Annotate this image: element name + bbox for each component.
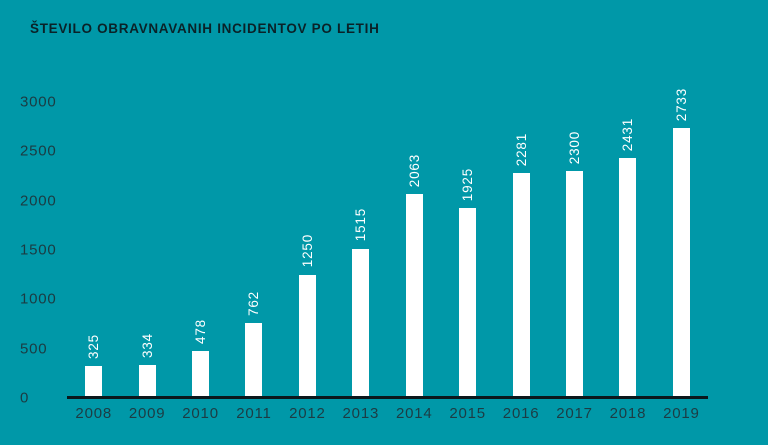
bar (352, 248, 370, 398)
x-axis-tick-label: 2014 (395, 405, 433, 422)
y-axis-tick-label: 2000 (20, 192, 57, 210)
bar (459, 208, 477, 398)
bar-group-2016: 2281 (494, 0, 547, 398)
bar (405, 194, 423, 398)
x-axis-tick-label: 2010 (182, 405, 219, 422)
y-axis-tick-label: 500 (20, 340, 48, 358)
bar (672, 128, 690, 398)
x-axis-tick-label: 2013 (342, 405, 380, 422)
bar (512, 172, 530, 398)
bar-group-2012: 1250 (281, 0, 334, 398)
chart-title: ŠTEVILO OBRAVNAVANIH INCIDENTOV PO LETIH (30, 21, 380, 36)
bar-group-2010: 478 (174, 0, 227, 398)
bar-value-label: 1515 (353, 208, 369, 242)
bar-group-2018: 2431 (601, 0, 654, 398)
bar-value-label: 334 (139, 333, 155, 359)
y-axis-tick-label: 1500 (20, 241, 57, 259)
bar-group-2019: 2733 (655, 0, 708, 398)
y-axis-tick-label: 0 (20, 389, 30, 407)
bar-value-label: 762 (246, 290, 262, 316)
bar (245, 322, 263, 398)
bar-plot-area: 325 334 478 762 1250 1515 2063 1925 2281 2300 2431… (67, 0, 708, 398)
bar-group-2011: 762 (227, 0, 280, 398)
bar-value-label: 2281 (513, 132, 529, 166)
bar-value-label: 2431 (620, 117, 636, 152)
y-axis-tick-label: 2500 (20, 142, 57, 160)
bar (192, 350, 210, 398)
x-axis-tick-label: 2018 (609, 405, 647, 422)
bar-value-label: 478 (193, 318, 209, 344)
bar-group-2013: 1515 (334, 0, 387, 398)
y-axis-tick-label: 3000 (20, 93, 57, 111)
x-axis-labels: 2008 2009 2010 2011 2012 2013 2014 2015 2016 2017… (67, 405, 708, 422)
bar (298, 274, 316, 398)
bar-group-2008: 325 (67, 0, 120, 398)
bar (138, 365, 156, 398)
bar-value-label: 325 (86, 334, 102, 359)
bar (619, 158, 637, 398)
x-axis-line (67, 396, 708, 399)
bar-value-label: 2063 (406, 154, 422, 188)
bar-group-2009: 334 (120, 0, 173, 398)
bar (85, 365, 103, 398)
x-axis-tick-label: 2012 (289, 405, 326, 422)
bar (566, 171, 583, 398)
x-axis-tick-label: 2016 (502, 405, 540, 422)
x-axis-tick-label: 2019 (663, 405, 700, 422)
bar-value-label: 1925 (460, 167, 476, 202)
bar-group-2015: 1925 (441, 0, 494, 398)
bar-value-label: 2300 (567, 130, 582, 165)
bar-value-label: 2733 (673, 88, 689, 122)
bar-group-2017: 2300 (548, 0, 601, 398)
x-axis-tick-label: 2011 (236, 405, 272, 422)
x-axis-tick-label: 2015 (449, 405, 486, 422)
x-axis-tick-label: 2009 (128, 405, 166, 422)
y-axis-tick-label: 1000 (20, 290, 57, 308)
bar-value-label: 1250 (299, 234, 315, 268)
x-axis-tick-label: 2008 (75, 405, 112, 422)
bar-group-2014: 2063 (388, 0, 441, 398)
x-axis-tick-label: 2017 (556, 405, 593, 422)
